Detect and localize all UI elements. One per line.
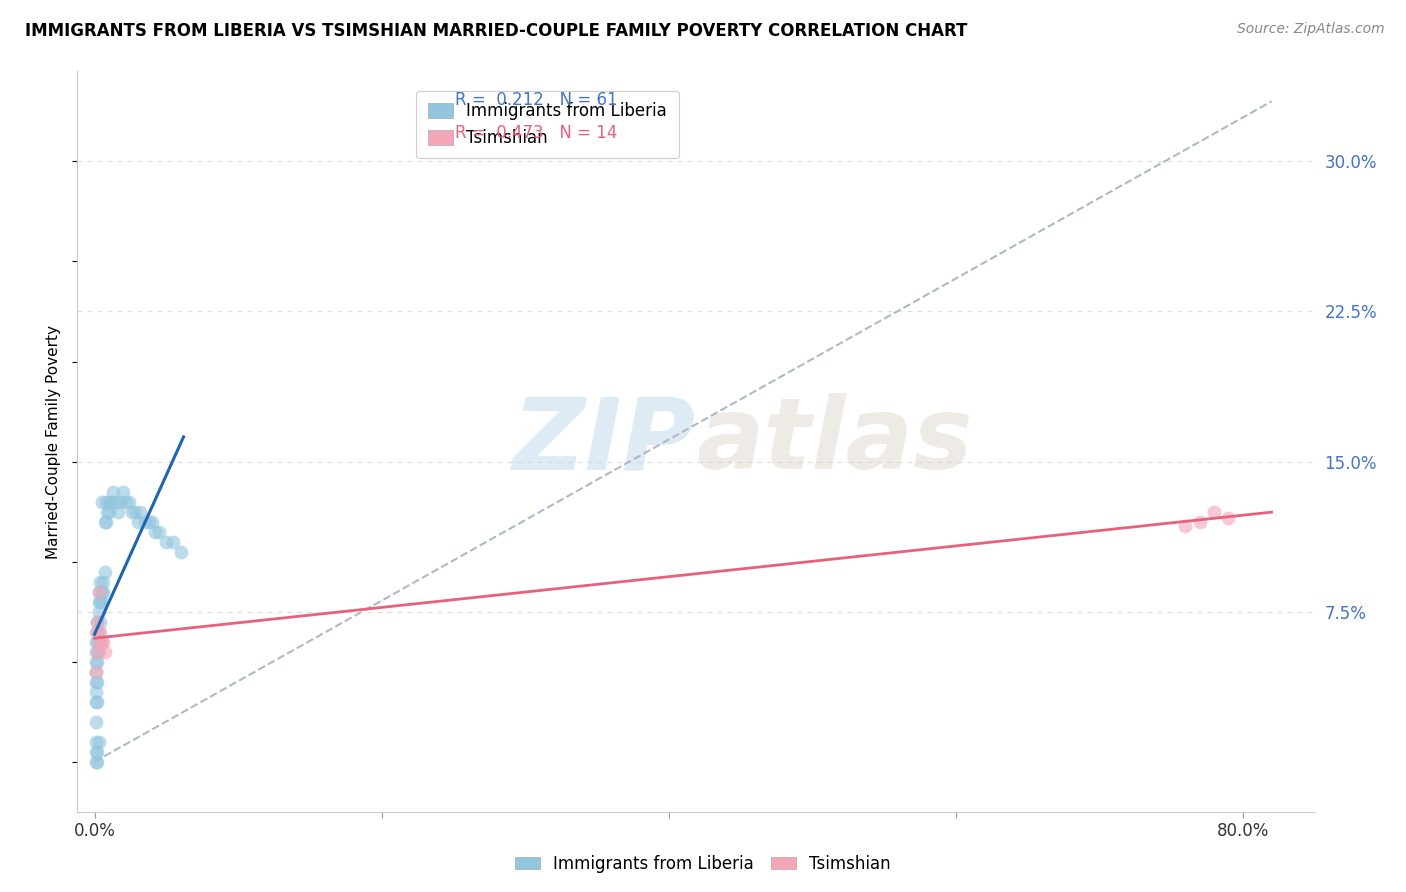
Point	[87, 734, 110, 748]
Point	[105, 494, 128, 508]
Point	[118, 494, 141, 508]
Point	[110, 494, 132, 508]
Point	[87, 584, 110, 599]
Point	[162, 534, 184, 549]
Point	[90, 634, 112, 648]
Text: ZIP: ZIP	[513, 393, 696, 490]
Point	[124, 505, 146, 519]
Point	[84, 755, 107, 769]
Point	[127, 515, 149, 529]
Point	[90, 594, 112, 608]
Point	[91, 574, 114, 589]
Point	[86, 634, 108, 648]
Point	[89, 574, 111, 589]
Y-axis label: Married-Couple Family Poverty: Married-Couple Family Poverty	[46, 325, 62, 558]
Point	[87, 594, 110, 608]
Point	[87, 634, 110, 648]
Point	[155, 534, 177, 549]
Point	[90, 584, 112, 599]
Point	[96, 505, 118, 519]
Text: Source: ZipAtlas.com: Source: ZipAtlas.com	[1237, 22, 1385, 37]
Point	[93, 565, 115, 579]
Point	[89, 594, 111, 608]
Text: R =  0.473   N = 14: R = 0.473 N = 14	[454, 124, 617, 142]
Point	[87, 645, 110, 659]
Point	[87, 584, 110, 599]
Point	[129, 505, 152, 519]
Point	[91, 584, 114, 599]
Point	[93, 645, 115, 659]
Text: R =  0.212   N = 61: R = 0.212 N = 61	[454, 91, 617, 109]
Point	[138, 515, 160, 529]
Point	[1174, 518, 1197, 533]
Point	[84, 665, 107, 679]
Point	[86, 624, 108, 639]
Point	[121, 505, 143, 519]
Point	[87, 605, 110, 619]
Point	[1218, 510, 1240, 524]
Point	[89, 634, 111, 648]
Text: IMMIGRANTS FROM LIBERIA VS TSIMSHIAN MARRIED-COUPLE FAMILY POVERTY CORRELATION C: IMMIGRANTS FROM LIBERIA VS TSIMSHIAN MAR…	[25, 22, 967, 40]
Point	[97, 494, 120, 508]
Point	[86, 615, 108, 629]
Point	[1204, 505, 1226, 519]
Point	[148, 524, 170, 539]
Point	[90, 494, 112, 508]
Point	[93, 515, 115, 529]
Point	[97, 505, 120, 519]
Point	[112, 484, 135, 499]
Point	[84, 655, 107, 669]
Point	[86, 645, 108, 659]
Point	[94, 494, 117, 508]
Point	[84, 665, 107, 679]
Point	[84, 684, 107, 698]
Text: atlas: atlas	[696, 393, 973, 490]
Point	[101, 494, 124, 508]
Point	[86, 695, 108, 709]
Point	[91, 634, 114, 648]
Point	[84, 745, 107, 759]
Point	[84, 634, 107, 648]
Point	[86, 745, 108, 759]
Point	[89, 624, 111, 639]
Point	[86, 674, 108, 689]
Point	[87, 624, 110, 639]
Point	[94, 515, 117, 529]
Point	[84, 734, 107, 748]
Point	[84, 714, 107, 729]
Point	[84, 674, 107, 689]
Point	[143, 524, 166, 539]
Point	[86, 615, 108, 629]
Point	[1188, 515, 1211, 529]
Point	[170, 544, 193, 558]
Point	[86, 655, 108, 669]
Point	[84, 695, 107, 709]
Point	[89, 615, 111, 629]
Legend: Immigrants from Liberia, Tsimshian: Immigrants from Liberia, Tsimshian	[509, 848, 897, 880]
Point	[84, 645, 107, 659]
Point	[84, 624, 107, 639]
Point	[141, 515, 163, 529]
Point	[134, 515, 156, 529]
Point	[103, 484, 125, 499]
Legend: Immigrants from Liberia, Tsimshian: Immigrants from Liberia, Tsimshian	[416, 91, 679, 159]
Point	[86, 755, 108, 769]
Point	[107, 505, 129, 519]
Point	[115, 494, 138, 508]
